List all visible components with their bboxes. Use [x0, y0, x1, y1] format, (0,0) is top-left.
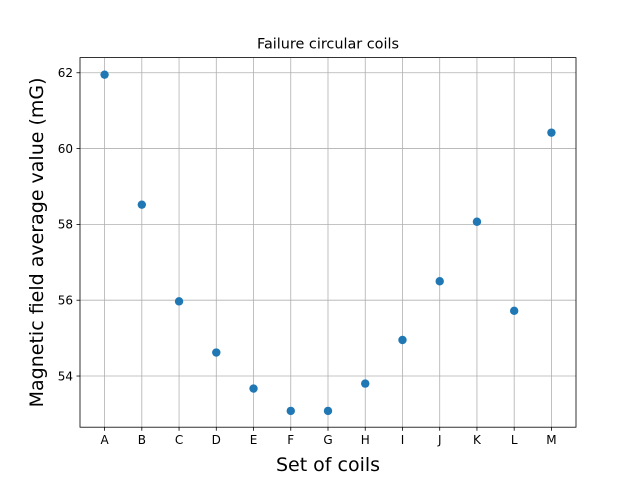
data-point — [100, 70, 109, 79]
x-tick-label: B — [138, 433, 146, 447]
x-tick-label: K — [473, 433, 482, 447]
data-point — [547, 128, 556, 137]
data-point — [398, 335, 407, 345]
data-point — [286, 406, 295, 416]
y-tick-label: 58 — [58, 218, 73, 232]
y-tick-label: 54 — [58, 369, 73, 383]
data-point — [137, 200, 147, 209]
x-tick-label: A — [100, 433, 109, 447]
x-tick-label: H — [361, 433, 370, 447]
x-tick-label: G — [323, 433, 332, 447]
chart-title: Failure circular coils — [257, 37, 399, 53]
y-axis-ticks: 54 56 58 60 62 — [58, 66, 80, 383]
x-tick-label: M — [546, 433, 556, 447]
y-tick-label: 62 — [58, 66, 73, 80]
x-tick-label: I — [401, 433, 405, 447]
data-point — [435, 277, 444, 286]
data-point — [249, 384, 258, 393]
data-points — [100, 70, 556, 416]
x-tick-label: E — [250, 433, 258, 447]
data-point — [174, 297, 184, 306]
x-tick-label: J — [437, 433, 442, 447]
grid — [80, 57, 576, 428]
data-point — [361, 379, 370, 388]
data-point — [212, 348, 221, 357]
x-tick-label: L — [511, 433, 518, 447]
x-tick-label: C — [175, 433, 183, 447]
x-tick-label: F — [287, 433, 294, 447]
x-tick-label: D — [212, 433, 221, 447]
y-tick-label: 60 — [58, 142, 73, 156]
y-tick-label: 56 — [58, 294, 73, 308]
y-axis-label: Magnetic field average value (mG) — [26, 77, 48, 407]
data-point — [472, 217, 482, 226]
data-point — [323, 406, 333, 416]
data-point — [509, 306, 519, 316]
x-axis-ticks: A B C D E F G H I J K L M — [100, 427, 557, 447]
x-axis-label: Set of coils — [276, 454, 380, 476]
